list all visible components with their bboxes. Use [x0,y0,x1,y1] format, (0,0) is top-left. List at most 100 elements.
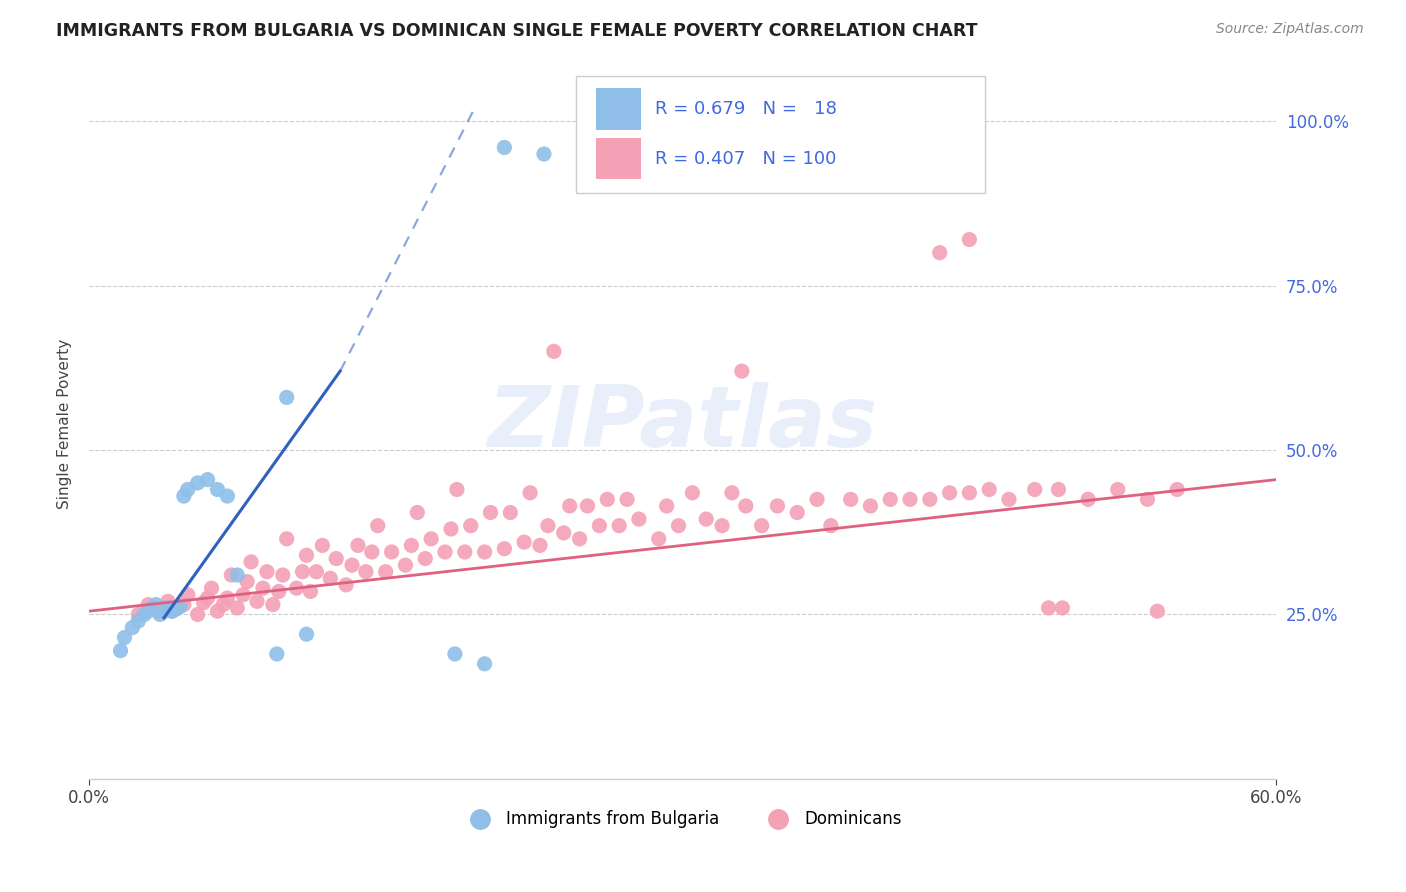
Point [354,565,377,579]
Point [938,485,960,500]
Point [879,492,901,507]
Point [751,518,773,533]
Point [221,568,243,582]
Point [786,506,808,520]
Point [454,545,477,559]
Text: Source: ZipAtlas.com: Source: ZipAtlas.com [1216,22,1364,37]
Point [519,485,541,500]
Point [479,506,502,520]
Point [1052,600,1074,615]
Point [721,485,744,500]
Point [1107,483,1129,497]
Point [596,492,619,507]
Point [957,485,980,500]
Point [153,600,176,615]
Point [173,598,195,612]
Text: IMMIGRANTS FROM BULGARIA VS DOMINICAN SINGLE FEMALE POVERTY CORRELATION CHART: IMMIGRANTS FROM BULGARIA VS DOMINICAN SI… [56,22,977,40]
Point [197,473,219,487]
Point [711,518,734,533]
Point [1047,483,1070,497]
Point [607,518,630,533]
Point [217,591,239,605]
Point [285,581,308,595]
Point [499,506,522,520]
Point [160,604,183,618]
Point [616,492,638,507]
Point [513,535,536,549]
Text: ZIPatlas: ZIPatlas [488,382,877,466]
Point [252,581,274,595]
Point [156,594,179,608]
Point [839,492,862,507]
Point [347,538,370,552]
Point [568,532,591,546]
Point [529,538,551,552]
Point [197,591,219,605]
Point [160,604,183,618]
Point [444,647,467,661]
Point [648,532,671,546]
Point [576,499,599,513]
Point [121,621,143,635]
Point [236,574,259,589]
Point [110,643,132,657]
Point [588,518,610,533]
Point [381,545,404,559]
Point [335,578,357,592]
Point [311,538,333,552]
Point [187,607,209,622]
FancyBboxPatch shape [596,138,641,179]
Point [401,538,423,552]
Point [413,551,436,566]
Point [295,627,318,641]
Text: R = 0.407   N = 100: R = 0.407 N = 100 [655,150,837,168]
Point [668,518,690,533]
Point [374,565,396,579]
Point [153,604,176,618]
Point [136,604,159,618]
Point [193,596,215,610]
Point [149,607,172,622]
Point [360,545,382,559]
Point [627,512,650,526]
Point [271,568,294,582]
Point [232,588,254,602]
Point [494,541,516,556]
Point [898,492,921,507]
Point [394,558,416,573]
Point [1038,600,1060,615]
Point [276,532,298,546]
Point [256,565,278,579]
Point [295,549,318,563]
Point [820,518,842,533]
Point [156,600,179,615]
Point [1024,483,1046,497]
Point [1146,604,1168,618]
Point [325,551,347,566]
Point [127,607,149,622]
Point [246,594,269,608]
Point [474,657,496,671]
Point [859,499,882,513]
Point [553,525,575,540]
Point [212,598,235,612]
Point [291,565,314,579]
Point [474,545,496,559]
Point [226,600,249,615]
Point [319,571,342,585]
Point [177,483,200,497]
Point [167,600,190,615]
Text: R = 0.679   N =   18: R = 0.679 N = 18 [655,100,837,118]
Point [367,518,389,533]
Point [299,584,322,599]
Point [207,604,229,618]
Point [1077,492,1099,507]
Point [440,522,463,536]
Point [262,598,284,612]
Point [340,558,363,573]
Point [998,492,1021,507]
Point [267,584,290,599]
Point [146,604,169,618]
Point [217,489,239,503]
Point [655,499,678,513]
